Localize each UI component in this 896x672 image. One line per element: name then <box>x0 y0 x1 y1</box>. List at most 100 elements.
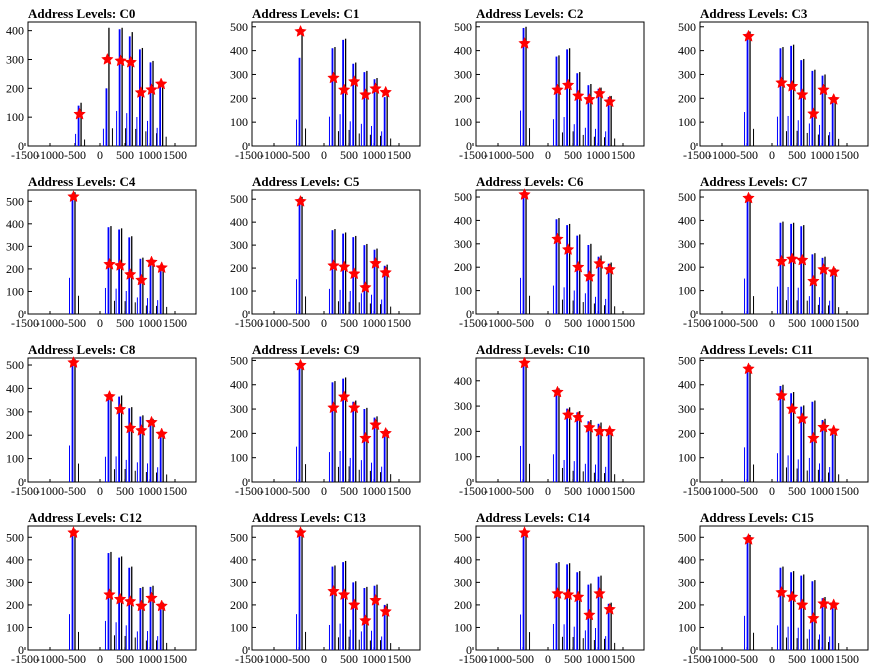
peak-marker-star <box>347 401 361 414</box>
x-tick-label: -1500 <box>683 148 711 162</box>
y-tick-label: 100 <box>6 620 24 634</box>
peak-marker-star <box>124 55 138 68</box>
x-tick-label: -500 <box>288 484 310 498</box>
x-tick-label: -1000 <box>260 484 288 498</box>
y-tick-label: 0 <box>690 643 696 657</box>
y-tick-label: 400 <box>678 44 696 58</box>
chart-title: Address Levels: C15 <box>700 510 814 525</box>
peak-marker-star <box>827 265 840 278</box>
peak-marker-star <box>154 77 168 90</box>
x-tick-label: -500 <box>736 652 758 666</box>
x-tick-label: 500 <box>564 484 582 498</box>
x-tick-label: -500 <box>512 652 534 666</box>
chart-title: Address Levels: C12 <box>28 510 142 525</box>
x-tick-label: 1000 <box>586 148 610 162</box>
chart-title: Address Levels: C0 <box>28 6 135 21</box>
peak-marker-star <box>337 83 351 96</box>
x-tick-label: 500 <box>788 148 806 162</box>
peak-marker-star <box>155 427 169 440</box>
plot-frame <box>699 525 869 651</box>
peak-marker-star <box>123 421 137 434</box>
peak-marker-star <box>775 585 788 598</box>
y-tick-label: 400 <box>230 44 248 58</box>
peak-marker-star <box>327 401 340 414</box>
y-tick-label: 200 <box>678 91 696 105</box>
y-tick-label: 0 <box>242 643 248 657</box>
peak-marker-star <box>369 82 382 95</box>
chart-title: Address Levels: C3 <box>700 6 808 21</box>
x-tick-label: 1000 <box>138 148 162 162</box>
peak-marker-star <box>551 385 564 398</box>
y-tick-label: 400 <box>230 553 248 567</box>
chart-title: Address Levels: C5 <box>252 174 360 189</box>
y-tick-label: 500 <box>6 530 24 544</box>
peak-marker-star <box>742 29 755 42</box>
peak-marker-star <box>827 598 840 611</box>
plot-frame <box>475 189 645 315</box>
x-tick-label: 0 <box>97 484 103 498</box>
peak-marker-star <box>807 107 820 120</box>
peak-marker-star <box>114 54 127 67</box>
y-tick-label: 500 <box>230 530 248 544</box>
peak-marker-star <box>795 88 809 101</box>
x-tick-label: 1500 <box>163 316 187 330</box>
x-tick-label: 0 <box>321 652 327 666</box>
peak-marker-star <box>593 257 606 270</box>
x-tick-label: -1000 <box>708 316 736 330</box>
x-tick-label: -1000 <box>708 652 736 666</box>
x-tick-label: -500 <box>64 652 86 666</box>
y-tick-label: 300 <box>230 402 248 416</box>
x-tick-label: -500 <box>64 484 86 498</box>
y-tick-label: 0 <box>18 643 24 657</box>
y-tick-label: 200 <box>230 598 248 612</box>
y-tick-label: 300 <box>454 399 472 413</box>
peak-marker-star <box>583 420 596 433</box>
peak-marker-star <box>359 614 372 627</box>
chart-panel-7: Address Levels: C70100200300400500-1500-… <box>678 174 869 330</box>
x-tick-label: 1500 <box>387 148 411 162</box>
x-tick-label: -500 <box>512 148 534 162</box>
peak-marker-star <box>817 262 830 275</box>
peak-marker-star <box>583 269 596 282</box>
y-tick-label: 200 <box>454 598 472 612</box>
x-tick-label: -500 <box>736 484 758 498</box>
peak-marker-star <box>347 74 361 88</box>
chart-title: Address Levels: C4 <box>28 174 136 189</box>
y-tick-label: 300 <box>678 575 696 589</box>
peak-marker-star <box>795 598 809 611</box>
x-tick-label: -1500 <box>459 148 487 162</box>
peak-marker-star <box>603 95 617 108</box>
x-tick-label: -1500 <box>459 652 487 666</box>
y-tick-label: 200 <box>678 598 696 612</box>
x-tick-label: 500 <box>564 652 582 666</box>
x-tick-label: -1500 <box>683 652 711 666</box>
x-tick-label: 0 <box>769 652 775 666</box>
chart-title: Address Levels: C2 <box>476 6 583 21</box>
peak-marker-star <box>67 356 80 368</box>
y-tick-label: 0 <box>466 139 472 153</box>
x-tick-label: 500 <box>788 652 806 666</box>
x-tick-label: 1000 <box>138 316 162 330</box>
peak-marker-star <box>742 532 755 545</box>
chart-title: Address Levels: C8 <box>28 342 136 357</box>
y-tick-label: 100 <box>454 284 472 298</box>
plot-frame <box>475 357 645 483</box>
peak-marker-star <box>518 36 531 49</box>
y-tick-label: 500 <box>454 190 472 204</box>
y-tick-label: 100 <box>454 450 472 464</box>
y-tick-label: 500 <box>678 190 696 204</box>
y-tick-label: 300 <box>678 402 696 416</box>
peak-marker-star <box>103 588 116 601</box>
plot-frame <box>251 189 421 315</box>
y-tick-label: 0 <box>18 139 24 153</box>
peak-marker-star <box>817 420 830 433</box>
y-tick-label: 100 <box>230 620 248 634</box>
peak-marker-star <box>359 88 372 101</box>
peak-marker-star <box>518 188 531 200</box>
y-tick-label: 0 <box>690 139 696 153</box>
x-tick-label: 1500 <box>387 316 411 330</box>
peak-marker-star <box>145 591 158 604</box>
peak-marker-star <box>101 52 114 65</box>
y-tick-label: 500 <box>230 192 248 206</box>
x-tick-label: -500 <box>288 652 310 666</box>
